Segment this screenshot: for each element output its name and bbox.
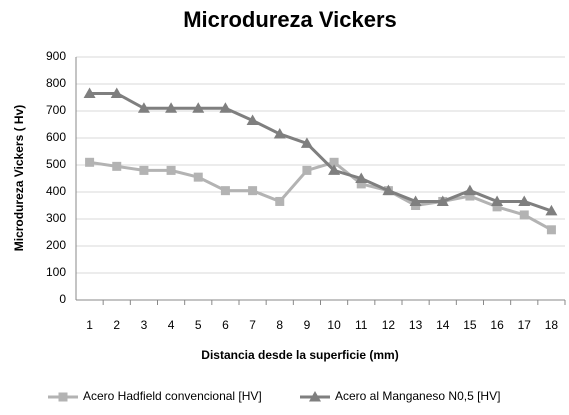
x-tick-label: 1 — [86, 318, 93, 332]
x-tick-label: 16 — [490, 318, 504, 332]
x-tick-label: 9 — [304, 318, 311, 332]
x-tick-label: 13 — [409, 318, 423, 332]
marker — [492, 202, 502, 212]
marker — [300, 137, 313, 148]
marker — [463, 184, 476, 196]
marker — [193, 172, 203, 182]
y-tick-label: 200 — [46, 238, 66, 252]
marker — [302, 165, 312, 175]
y-tick-label: 400 — [46, 184, 66, 198]
marker — [329, 157, 339, 167]
x-tick-label: 7 — [249, 318, 256, 332]
marker — [165, 102, 178, 113]
series-line — [89, 160, 553, 232]
y-tick-label: 800 — [46, 76, 66, 90]
marker — [355, 172, 368, 183]
marker — [328, 164, 341, 175]
y-tick-label: 0 — [59, 292, 66, 306]
x-tick-label: 3 — [141, 318, 148, 332]
x-tick-label: 2 — [113, 318, 120, 332]
marker — [518, 195, 531, 206]
marker — [546, 225, 556, 235]
marker — [248, 186, 258, 196]
y-tick-label: 900 — [46, 49, 66, 63]
marker — [545, 204, 558, 216]
legend-label: Acero Hadfield convencional [HV] — [83, 389, 262, 403]
y-tick-label: 700 — [46, 103, 66, 117]
x-tick-label: 5 — [195, 318, 202, 332]
marker — [166, 165, 176, 175]
x-tick-label: 12 — [382, 318, 396, 332]
marker — [409, 195, 422, 206]
x-tick-label: 14 — [436, 318, 450, 332]
x-tick-label: 15 — [463, 318, 477, 332]
marker — [192, 102, 205, 113]
marker — [273, 127, 286, 139]
marker — [137, 102, 150, 113]
x-tick-label: 8 — [276, 318, 283, 332]
y-tick-label: 300 — [46, 211, 66, 225]
y-tick-label: 500 — [46, 157, 66, 171]
marker — [465, 191, 475, 201]
marker — [382, 184, 395, 196]
x-axis-label: Distancia desde la superficie (mm) — [201, 348, 398, 362]
marker — [246, 114, 259, 125]
marker — [519, 210, 529, 220]
x-tick-label: 10 — [327, 318, 341, 332]
x-tick-label: 11 — [355, 318, 368, 332]
marker — [110, 87, 123, 98]
marker — [139, 165, 149, 175]
marker — [220, 186, 230, 196]
marker — [83, 87, 96, 98]
marker — [219, 102, 232, 113]
series-line — [89, 91, 552, 213]
legend-marker — [309, 391, 321, 402]
x-tick-label: 18 — [545, 318, 559, 332]
marker — [356, 179, 366, 189]
y-tick-label: 600 — [46, 130, 66, 144]
marker — [436, 195, 449, 206]
legend-label: Acero al Manganeso N0,5 [HV] — [335, 389, 500, 403]
x-tick-label: 4 — [168, 318, 175, 332]
marker — [85, 157, 95, 167]
x-tick-label: 17 — [518, 318, 532, 332]
marker — [112, 161, 122, 171]
legend-marker — [58, 392, 68, 402]
chart-title: Microdureza Vickers — [183, 7, 397, 32]
marker — [491, 195, 504, 206]
x-tick-label: 6 — [222, 318, 229, 332]
y-axis-label: Microdureza Vickers ( Hv) — [12, 105, 26, 252]
marker — [275, 196, 285, 206]
y-tick-label: 100 — [46, 265, 66, 279]
